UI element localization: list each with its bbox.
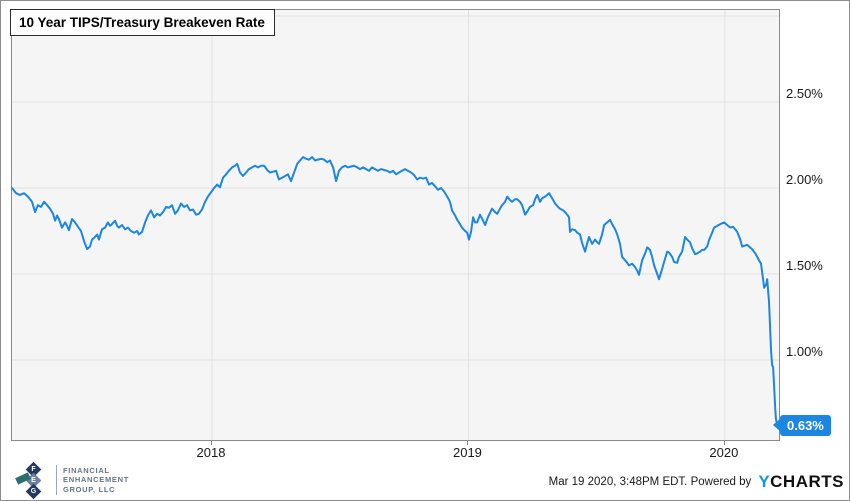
x-axis-label: 2019 xyxy=(452,445,482,460)
feg-text-line2: ENHANCEMENT xyxy=(63,475,130,485)
y-axis-label: 1.00% xyxy=(786,344,823,360)
breakeven-line-chart xyxy=(12,10,779,440)
y-axis-label: 2.00% xyxy=(786,172,823,188)
y-axis-label: 2.50% xyxy=(786,86,823,102)
feg-logo-separator xyxy=(56,465,57,495)
x-axis-tick xyxy=(211,440,213,445)
feg-text-line3: GROUP, LLC xyxy=(63,484,116,494)
last-value-badge: 0.63% xyxy=(773,414,831,436)
ycharts-logo-y: Y xyxy=(758,472,771,491)
feg-watermark: F E G FINANCIAL ENHANCEMENT GROUP, LLC xyxy=(14,460,129,500)
plot-area: 10 Year TIPS/Treasury Breakeven Rate xyxy=(10,9,780,441)
x-axis-label: 2020 xyxy=(709,445,739,460)
feg-logo-text: FINANCIAL ENHANCEMENT GROUP, LLC xyxy=(63,466,129,495)
feg-logo-icon: F E G xyxy=(14,461,52,500)
ycharts-logo-charts: CHARTS xyxy=(770,472,844,491)
feg-text-line1: FINANCIAL xyxy=(63,465,110,475)
y-axis-label: 1.50% xyxy=(786,258,823,274)
powered-by-label: Powered by xyxy=(687,476,752,488)
page-title: 10 Year TIPS/Treasury Breakeven Rate xyxy=(10,9,275,36)
x-axis-tick xyxy=(723,440,725,445)
timestamp: Mar 19 2020, 3:48PM EDT. xyxy=(548,476,688,488)
footer: Mar 19 2020, 3:48PM EDT. Powered by YCHA… xyxy=(549,472,844,492)
x-axis-tick xyxy=(467,440,469,445)
x-axis-label: 2018 xyxy=(196,445,226,460)
ycharts-logo: YCHARTS xyxy=(758,472,844,492)
